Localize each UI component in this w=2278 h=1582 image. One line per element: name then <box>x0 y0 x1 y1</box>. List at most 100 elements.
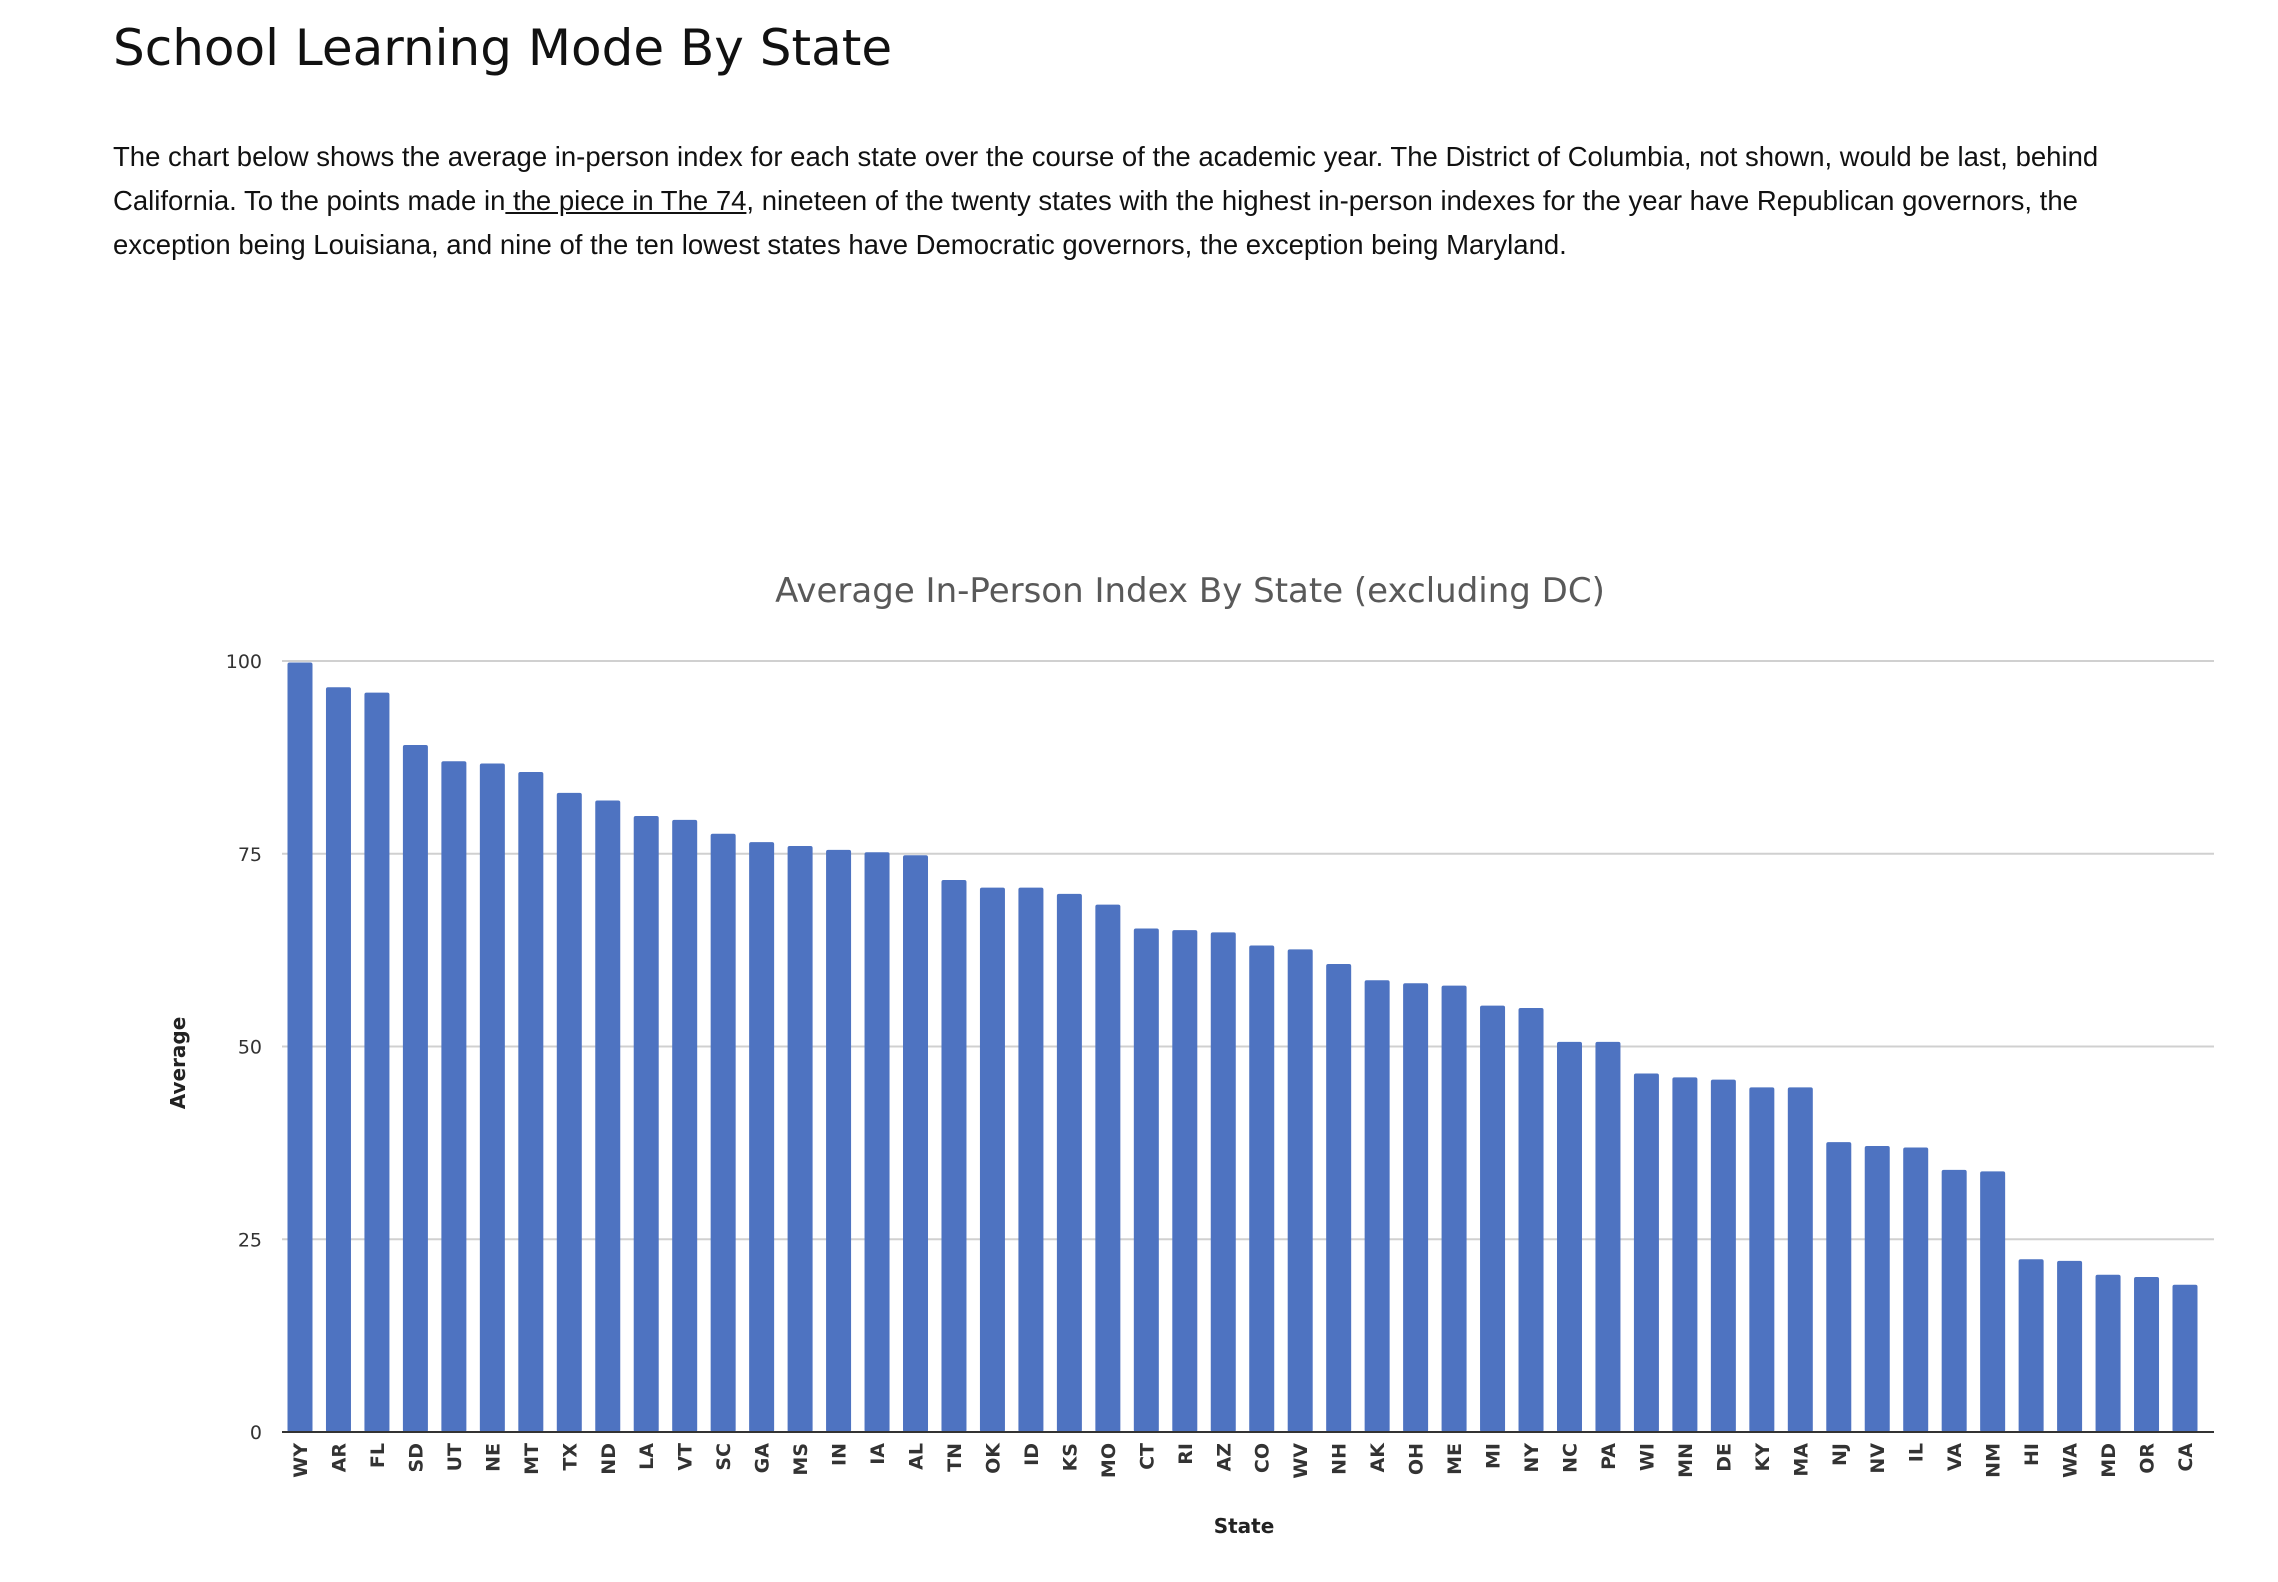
bar-wi <box>1633 1073 1659 1432</box>
x-tick-label-nj: NJ <box>1829 1443 1851 1466</box>
x-tick-label-ga: GA <box>752 1443 774 1474</box>
bar-hi <box>2018 1259 2044 1432</box>
bar-wy <box>287 662 313 1432</box>
x-tick-label-sc: SC <box>713 1443 735 1471</box>
x-tick-label-ak: AK <box>1367 1442 1389 1473</box>
page-title: School Learning Mode By State <box>113 19 893 77</box>
x-tick-label-fl: FL <box>367 1443 389 1468</box>
x-tick-label-ri: RI <box>1175 1443 1197 1465</box>
x-tick-label-il: IL <box>1906 1443 1928 1462</box>
bar-ct <box>1133 928 1159 1432</box>
bar-id <box>1018 887 1044 1432</box>
x-tick-label-nh: NH <box>1329 1443 1351 1475</box>
bar-ms <box>787 846 813 1432</box>
x-tick-label-ne: NE <box>482 1443 504 1472</box>
x-tick-label-in: IN <box>829 1443 851 1466</box>
bar-il <box>1903 1147 1929 1432</box>
bar-ut <box>441 761 467 1432</box>
x-tick-label-me: ME <box>1444 1443 1466 1475</box>
y-axis-ticks: 0 25 50 75 100 <box>226 651 262 1444</box>
x-tick-label-ms: MS <box>790 1443 812 1476</box>
bar-ak <box>1364 980 1390 1432</box>
bar-ky <box>1749 1087 1775 1432</box>
x-tick-label-ct: CT <box>1136 1443 1158 1470</box>
the-74-article-link[interactable]: the piece in The 74 <box>505 185 747 216</box>
x-tick-label-nd: ND <box>598 1443 620 1475</box>
x-tick-label-ma: MA <box>1790 1443 1812 1477</box>
bar-mn <box>1672 1077 1698 1432</box>
x-tick-label-ia: IA <box>867 1443 889 1465</box>
x-tick-label-oh: OH <box>1406 1443 1428 1475</box>
bar-ny <box>1518 1007 1544 1432</box>
bar-nc <box>1556 1041 1582 1432</box>
y-tick-label: 50 <box>238 1037 262 1059</box>
x-tick-label-pa: PA <box>1598 1443 1620 1470</box>
x-tick-label-la: LA <box>636 1443 658 1470</box>
bar-wv <box>1287 949 1313 1432</box>
bar-al <box>903 855 929 1432</box>
x-tick-label-de: DE <box>1713 1443 1735 1472</box>
x-tick-label-sd: SD <box>405 1443 427 1472</box>
x-tick-label-id: ID <box>1021 1443 1043 1466</box>
bar-or <box>2134 1277 2160 1432</box>
bar-ks <box>1056 893 1082 1432</box>
bar-mi <box>1480 1005 1506 1432</box>
y-tick-label: 100 <box>226 651 262 673</box>
x-tick-label-wy: WY <box>290 1443 312 1478</box>
x-tick-label-or: OR <box>2137 1443 2159 1474</box>
x-tick-label-nm: NM <box>1983 1443 2005 1478</box>
x-tick-label-az: AZ <box>1213 1443 1235 1471</box>
y-tick-label: 25 <box>238 1229 262 1251</box>
bar-in <box>826 849 852 1432</box>
x-tick-label-tx: TX <box>559 1443 581 1471</box>
x-tick-label-mo: MO <box>1098 1443 1120 1478</box>
x-tick-label-wv: WV <box>1290 1443 1312 1479</box>
bar-co <box>1249 945 1275 1432</box>
bar-tx <box>556 792 582 1432</box>
intro-text-before-link: The chart below shows the average in-per… <box>113 141 2099 216</box>
bar-nm <box>1980 1171 2006 1432</box>
bar-de <box>1710 1079 1736 1432</box>
x-tick-label-ky: KY <box>1752 1443 1774 1472</box>
bar-wa <box>2057 1260 2083 1432</box>
y-tick-label: 75 <box>238 844 262 866</box>
bar-ar <box>325 687 351 1432</box>
bar-ia <box>864 852 890 1432</box>
bar-az <box>1210 932 1236 1432</box>
x-tick-label-md: MD <box>2098 1443 2120 1478</box>
x-tick-label-ny: NY <box>1521 1443 1543 1473</box>
x-tick-label-ut: UT <box>444 1443 466 1471</box>
y-tick-label: 0 <box>250 1422 262 1444</box>
x-tick-label-ks: KS <box>1059 1443 1081 1471</box>
x-tick-label-nv: NV <box>1867 1443 1889 1474</box>
bar-mt <box>518 772 544 1432</box>
x-tick-label-mn: MN <box>1675 1443 1697 1478</box>
x-tick-label-nc: NC <box>1559 1443 1581 1473</box>
bar-ca <box>2172 1284 2198 1432</box>
bar-mo <box>1095 904 1121 1432</box>
bars <box>287 662 2198 1432</box>
x-tick-label-wa: WA <box>2060 1443 2082 1478</box>
bar-vt <box>672 819 698 1432</box>
bar-pa <box>1595 1041 1621 1432</box>
bar-oh <box>1403 983 1429 1432</box>
bar-nh <box>1326 964 1352 1432</box>
bar-fl <box>364 692 390 1432</box>
chart-title: Average In-Person Index By State (exclud… <box>775 571 1605 611</box>
x-axis-label: State <box>1214 1514 1275 1538</box>
x-tick-label-ar: AR <box>328 1443 350 1473</box>
x-tick-label-wi: WI <box>1636 1443 1658 1471</box>
x-tick-label-tn: TN <box>944 1443 966 1472</box>
bar-ri <box>1172 930 1198 1432</box>
x-tick-label-vt: VT <box>675 1443 697 1471</box>
bar-nv <box>1864 1145 1890 1432</box>
intro-text-after-link: , nineteen of the twenty states with the… <box>113 185 2078 260</box>
bar-la <box>633 815 659 1432</box>
bar-nj <box>1826 1142 1852 1432</box>
bar-md <box>2095 1274 2121 1432</box>
intro-paragraph: The chart below shows the average in-per… <box>113 135 2173 267</box>
bar-ma <box>1787 1087 1813 1432</box>
x-tick-label-mi: MI <box>1483 1443 1505 1469</box>
